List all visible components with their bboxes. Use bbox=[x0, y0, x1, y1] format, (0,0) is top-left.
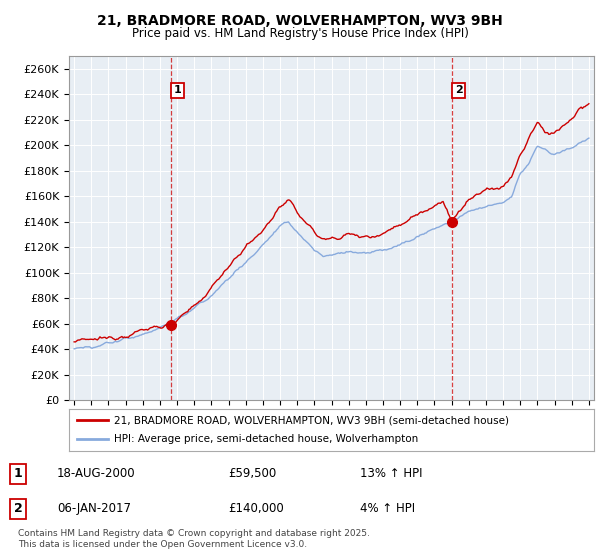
Text: 1: 1 bbox=[174, 86, 182, 95]
Text: Price paid vs. HM Land Registry's House Price Index (HPI): Price paid vs. HM Land Registry's House … bbox=[131, 27, 469, 40]
Text: HPI: Average price, semi-detached house, Wolverhampton: HPI: Average price, semi-detached house,… bbox=[113, 435, 418, 445]
Text: 06-JAN-2017: 06-JAN-2017 bbox=[57, 502, 131, 515]
Text: 13% ↑ HPI: 13% ↑ HPI bbox=[360, 468, 422, 480]
Text: 4% ↑ HPI: 4% ↑ HPI bbox=[360, 502, 415, 515]
Text: 2: 2 bbox=[455, 86, 463, 95]
Text: 2: 2 bbox=[14, 502, 22, 515]
Text: Contains HM Land Registry data © Crown copyright and database right 2025.
This d: Contains HM Land Registry data © Crown c… bbox=[18, 529, 370, 549]
Text: 1: 1 bbox=[14, 468, 22, 480]
Text: 18-AUG-2000: 18-AUG-2000 bbox=[57, 468, 136, 480]
Text: £140,000: £140,000 bbox=[228, 502, 284, 515]
Text: 21, BRADMORE ROAD, WOLVERHAMPTON, WV3 9BH (semi-detached house): 21, BRADMORE ROAD, WOLVERHAMPTON, WV3 9B… bbox=[113, 415, 509, 425]
Text: 21, BRADMORE ROAD, WOLVERHAMPTON, WV3 9BH: 21, BRADMORE ROAD, WOLVERHAMPTON, WV3 9B… bbox=[97, 14, 503, 28]
Text: £59,500: £59,500 bbox=[228, 468, 276, 480]
